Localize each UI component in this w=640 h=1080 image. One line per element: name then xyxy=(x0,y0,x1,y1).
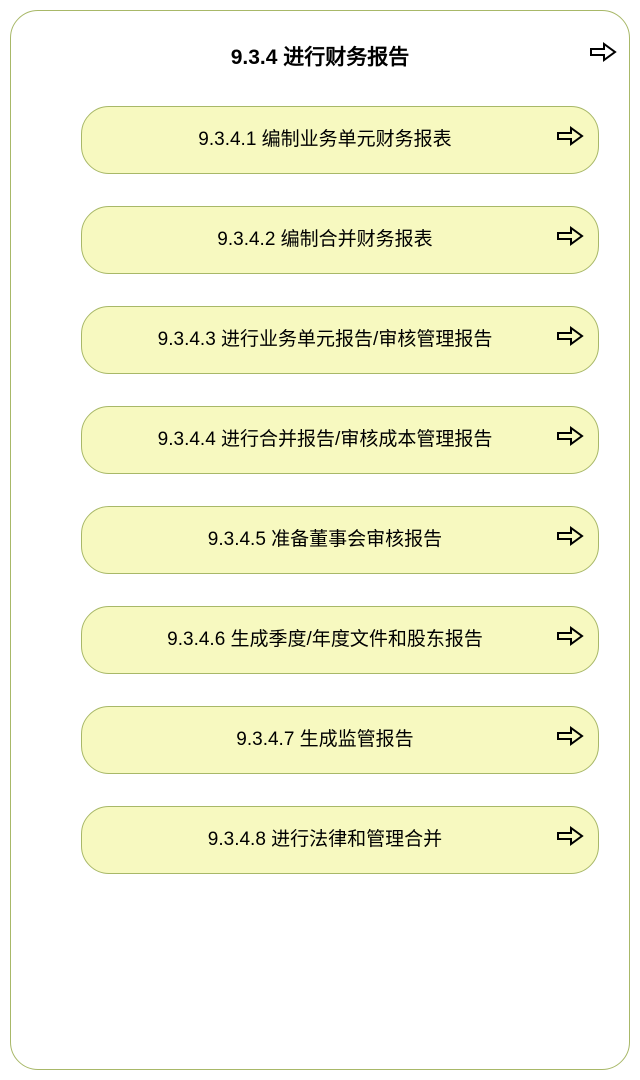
process-item-label: 9.3.4.2 编制合并财务报表 xyxy=(217,227,432,254)
arrow-right-icon xyxy=(556,225,584,252)
process-item[interactable]: 9.3.4.3 进行业务单元报告/审核管理报告 xyxy=(81,306,599,374)
items-list: 9.3.4.1 编制业务单元财务报表 9.3.4.2 编制合并财务报表 9.3.… xyxy=(41,106,599,874)
process-item-label: 9.3.4.7 生成监管报告 xyxy=(236,727,413,754)
header-arrow-icon xyxy=(589,41,617,68)
process-item[interactable]: 9.3.4.7 生成监管报告 xyxy=(81,706,599,774)
process-item[interactable]: 9.3.4.2 编制合并财务报表 xyxy=(81,206,599,274)
process-item[interactable]: 9.3.4.5 准备董事会审核报告 xyxy=(81,506,599,574)
arrow-right-icon xyxy=(556,425,584,452)
header: 9.3.4 进行财务报告 xyxy=(41,41,599,71)
arrow-right-icon xyxy=(556,125,584,152)
arrow-right-icon xyxy=(556,525,584,552)
process-item-label: 9.3.4.5 准备董事会审核报告 xyxy=(208,527,442,554)
process-item[interactable]: 9.3.4.8 进行法律和管理合并 xyxy=(81,806,599,874)
arrow-right-icon xyxy=(556,625,584,652)
process-item-label: 9.3.4.8 进行法律和管理合并 xyxy=(208,827,442,854)
process-container: 9.3.4 进行财务报告 9.3.4.1 编制业务单元财务报表 9.3.4.2 … xyxy=(10,10,630,1070)
process-item-label: 9.3.4.4 进行合并报告/审核成本管理报告 xyxy=(158,427,493,454)
process-item-label: 9.3.4.1 编制业务单元财务报表 xyxy=(198,127,451,154)
process-item[interactable]: 9.3.4.1 编制业务单元财务报表 xyxy=(81,106,599,174)
arrow-right-icon xyxy=(556,325,584,352)
arrow-right-icon xyxy=(556,725,584,752)
process-item-label: 9.3.4.6 生成季度/年度文件和股东报告 xyxy=(167,627,483,654)
arrow-right-icon xyxy=(556,825,584,852)
page-title: 9.3.4 进行财务报告 xyxy=(41,41,599,71)
process-item-label: 9.3.4.3 进行业务单元报告/审核管理报告 xyxy=(158,327,493,354)
process-item[interactable]: 9.3.4.6 生成季度/年度文件和股东报告 xyxy=(81,606,599,674)
process-item[interactable]: 9.3.4.4 进行合并报告/审核成本管理报告 xyxy=(81,406,599,474)
